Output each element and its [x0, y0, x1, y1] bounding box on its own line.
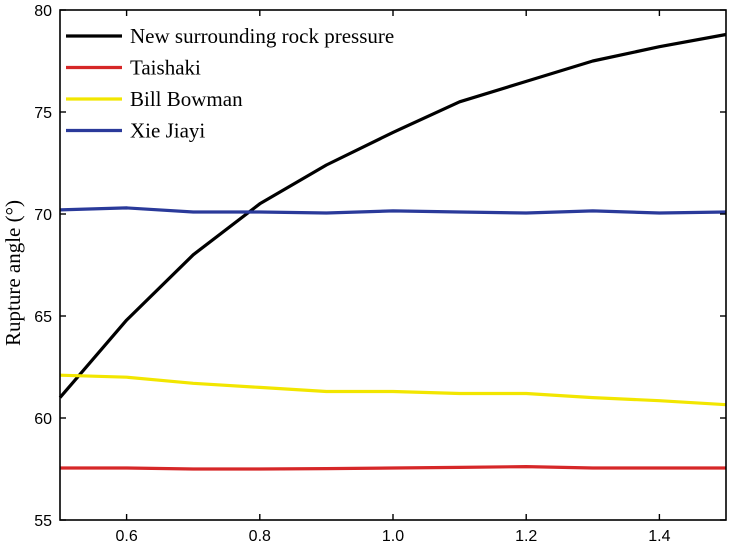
series-line-1 — [58, 32, 727, 399]
y-tick-label: 55 — [34, 513, 52, 530]
x-tick-label: 1.2 — [515, 528, 537, 545]
legend-label-1: New surrounding rock pressure — [130, 24, 394, 48]
axes: 0.6 0.8 1.0 1.2 1.4 55 60 65 70 75 80 — [34, 3, 727, 545]
series-line-3 — [59, 373, 727, 407]
legend-label-4: Xie Jiayi — [130, 119, 205, 143]
x-tick-label: 0.6 — [115, 528, 137, 545]
y-tick-label: 80 — [34, 3, 52, 20]
legend-label-3: Bill Bowman — [130, 87, 243, 111]
y-tick-label: 75 — [34, 105, 52, 122]
legend-label-2: Taishaki — [130, 56, 201, 80]
x-tick-label: 0.8 — [249, 528, 271, 545]
series-line-4 — [59, 206, 727, 215]
y-tick-label: 60 — [34, 411, 52, 428]
series-line-2 — [60, 465, 726, 471]
x-tick-label: 1.0 — [382, 528, 404, 545]
y-tick-label: 70 — [34, 207, 52, 224]
x-tick-label: 1.4 — [648, 528, 670, 545]
legend: New surrounding rock pressure Taishaki Bil… — [66, 24, 394, 143]
y-tick-label: 65 — [34, 309, 52, 326]
series-layer — [58, 32, 727, 471]
y-axis-label: Rupture angle (°) — [1, 200, 25, 346]
